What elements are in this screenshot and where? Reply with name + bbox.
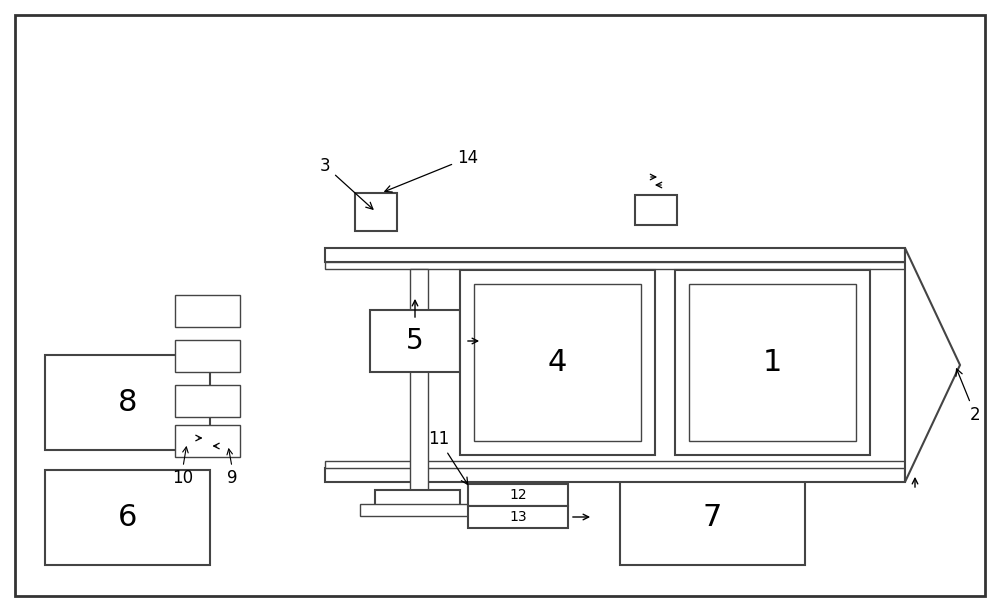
Bar — [325, 461, 905, 468]
Bar — [360, 504, 470, 516]
Text: 9: 9 — [227, 469, 237, 487]
Bar — [375, 490, 460, 515]
Bar — [635, 195, 677, 225]
Text: 3: 3 — [320, 157, 373, 209]
Bar — [460, 270, 655, 455]
Bar — [689, 284, 856, 441]
Bar — [45, 470, 210, 565]
Bar — [468, 484, 568, 506]
Text: 10: 10 — [172, 469, 194, 487]
Text: 5: 5 — [406, 327, 424, 355]
Bar — [45, 355, 210, 450]
Bar — [410, 269, 428, 512]
Bar — [468, 506, 568, 528]
Bar — [325, 262, 905, 269]
Bar — [370, 310, 460, 372]
Bar — [175, 385, 240, 417]
Bar — [325, 468, 905, 482]
Bar — [175, 295, 240, 327]
Bar — [93, 50, 965, 555]
Bar — [175, 425, 240, 457]
Text: 2: 2 — [956, 369, 981, 424]
Bar — [474, 284, 641, 441]
Text: 11: 11 — [428, 430, 468, 485]
Text: 13: 13 — [509, 510, 527, 524]
Text: 14: 14 — [385, 149, 478, 192]
Bar — [675, 270, 870, 455]
Bar — [355, 193, 397, 231]
Text: 4: 4 — [548, 348, 567, 377]
Text: 1: 1 — [763, 348, 782, 377]
Text: 12: 12 — [509, 488, 527, 502]
Text: 7: 7 — [703, 503, 722, 532]
Bar — [620, 470, 805, 565]
Text: 8: 8 — [118, 388, 137, 417]
Text: 6: 6 — [118, 503, 137, 532]
Polygon shape — [905, 248, 960, 482]
Bar — [175, 340, 240, 372]
Bar — [325, 248, 905, 262]
